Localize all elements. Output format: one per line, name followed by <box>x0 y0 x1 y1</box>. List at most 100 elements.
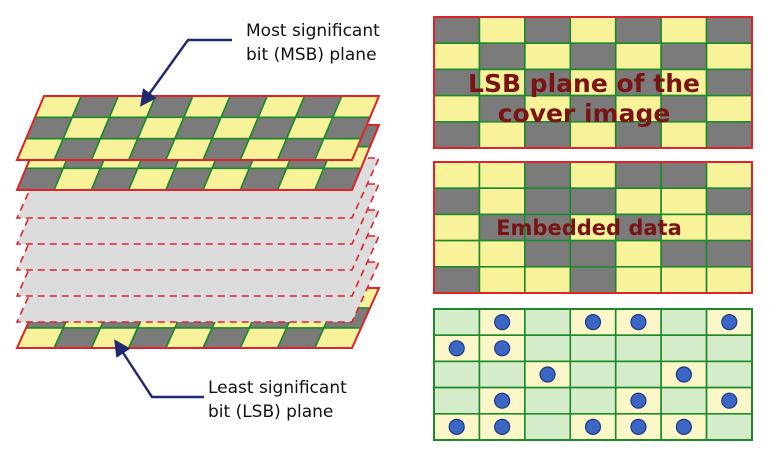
cover-lsb-cell <box>660 16 708 45</box>
bit-changes-cell <box>660 308 708 337</box>
lsb-callout: Least significant bit (LSB) plane <box>114 339 347 422</box>
embedded-cell <box>524 161 572 190</box>
embedded-data-grid <box>433 161 753 294</box>
cover-lsb-cell <box>705 42 753 71</box>
embedded-cell <box>524 187 572 216</box>
msb-arrow <box>140 38 232 107</box>
cover-lsb-cell <box>614 16 662 45</box>
msb-label-line-1: Most significant <box>246 21 380 41</box>
embedded-cell <box>660 239 708 268</box>
bit-changes-cell <box>524 334 572 363</box>
cover-lsb-cell <box>478 42 526 71</box>
embedded-cell <box>705 213 753 242</box>
embedded-cell <box>614 213 662 242</box>
changed-bit-dot <box>448 340 465 357</box>
cover-lsb-title-line-2: cover image <box>498 99 671 128</box>
bit-changes-cell <box>524 412 572 441</box>
lsb-arrow <box>114 339 204 399</box>
cover-lsb-cell <box>705 16 753 45</box>
embedded-cell <box>660 265 708 294</box>
embedded-cell <box>524 239 572 268</box>
embedded-cell <box>660 161 708 190</box>
changed-bit-dot <box>721 392 738 409</box>
bit-changes-cell <box>433 308 481 337</box>
cover-lsb-cell <box>660 94 708 123</box>
changed-bit-dot <box>630 418 647 435</box>
changed-bit-dot <box>448 418 465 435</box>
embedded-cell <box>569 265 617 294</box>
embedded-cell <box>433 239 481 268</box>
embedded-border <box>433 161 753 294</box>
embedded-cell <box>478 265 526 294</box>
cover-lsb-cell <box>705 68 753 97</box>
bit-changes-panel <box>433 308 753 441</box>
cover-lsb-grid <box>433 16 753 149</box>
embedded-cell <box>569 161 617 190</box>
embedded-cell <box>433 161 481 190</box>
changed-bit-dot <box>494 418 511 435</box>
embedded-cell <box>705 265 753 294</box>
cover-lsb-cell <box>660 68 708 97</box>
embedded-data-panel: Embedded data <box>433 161 753 294</box>
embedded-cell <box>433 265 481 294</box>
changed-bit-dot <box>494 392 511 409</box>
changed-bit-dot <box>675 418 692 435</box>
changed-bit-dot <box>721 314 738 331</box>
changed-bit-dot <box>539 366 556 383</box>
embedded-cell <box>433 187 481 216</box>
embedded-cell <box>660 187 708 216</box>
lsb-label-line-2: bit (LSB) plane <box>208 402 333 422</box>
cover-lsb-cell <box>660 42 708 71</box>
bit-changes-cell <box>705 412 753 441</box>
bit-changes-cell <box>614 334 662 363</box>
changed-bit-dot <box>584 418 602 435</box>
embedded-cell <box>478 161 526 190</box>
cover-lsb-cell <box>569 16 617 45</box>
embedded-cell <box>569 187 617 216</box>
cover-lsb-cell <box>705 94 753 123</box>
bit-changes-cell <box>433 360 481 389</box>
bit-changes-cell <box>660 386 708 415</box>
bit-changes-cell <box>705 360 753 389</box>
cover-lsb-cell <box>433 121 481 149</box>
changed-bit-dot <box>584 314 602 331</box>
bit-changes-cell <box>478 360 526 389</box>
cover-lsb-cell <box>524 16 572 45</box>
embedded-data-title: Embedded data <box>496 216 682 240</box>
changed-bit-dot <box>494 314 511 331</box>
cover-lsb-cell <box>478 16 526 45</box>
cover-lsb-cell <box>569 68 617 97</box>
cover-lsb-cell <box>569 42 617 71</box>
msb-label-line-2: bit (MSB) plane <box>246 45 377 65</box>
cover-lsb-cell <box>478 68 526 97</box>
changed-bit-dot <box>494 340 511 357</box>
bit-changes-cell <box>524 386 572 415</box>
bit-changes-cell <box>569 360 617 389</box>
embedded-cell <box>614 265 662 294</box>
embedded-cell <box>705 187 753 216</box>
embedded-cell <box>705 161 753 190</box>
embedded-cell <box>614 187 662 216</box>
changed-bit-dot <box>675 366 692 383</box>
bit-changes-border <box>433 308 753 441</box>
embedded-cell <box>660 213 708 242</box>
cover-lsb-cell <box>705 121 753 149</box>
embedded-cell <box>524 265 572 294</box>
msb-plane-outline <box>15 95 381 161</box>
cover-lsb-cell <box>524 94 572 123</box>
msb-callout: Most significant bit (MSB) plane <box>140 21 380 107</box>
embedded-cell <box>614 239 662 268</box>
bit-changes-cell <box>524 308 572 337</box>
changed-bit-dot <box>630 314 647 331</box>
bit-changes-cell <box>433 386 481 415</box>
embedded-cell <box>705 239 753 268</box>
embedded-cell <box>478 187 526 216</box>
cover-lsb-cell <box>433 16 481 45</box>
embedded-cell <box>614 161 662 190</box>
cover-lsb-border <box>433 16 753 149</box>
embedded-cell <box>569 239 617 268</box>
bit-changes-cell <box>569 334 617 363</box>
cover-lsb-panel: LSB plane of the cover image <box>433 16 753 149</box>
bit-plane-stack <box>15 95 381 349</box>
